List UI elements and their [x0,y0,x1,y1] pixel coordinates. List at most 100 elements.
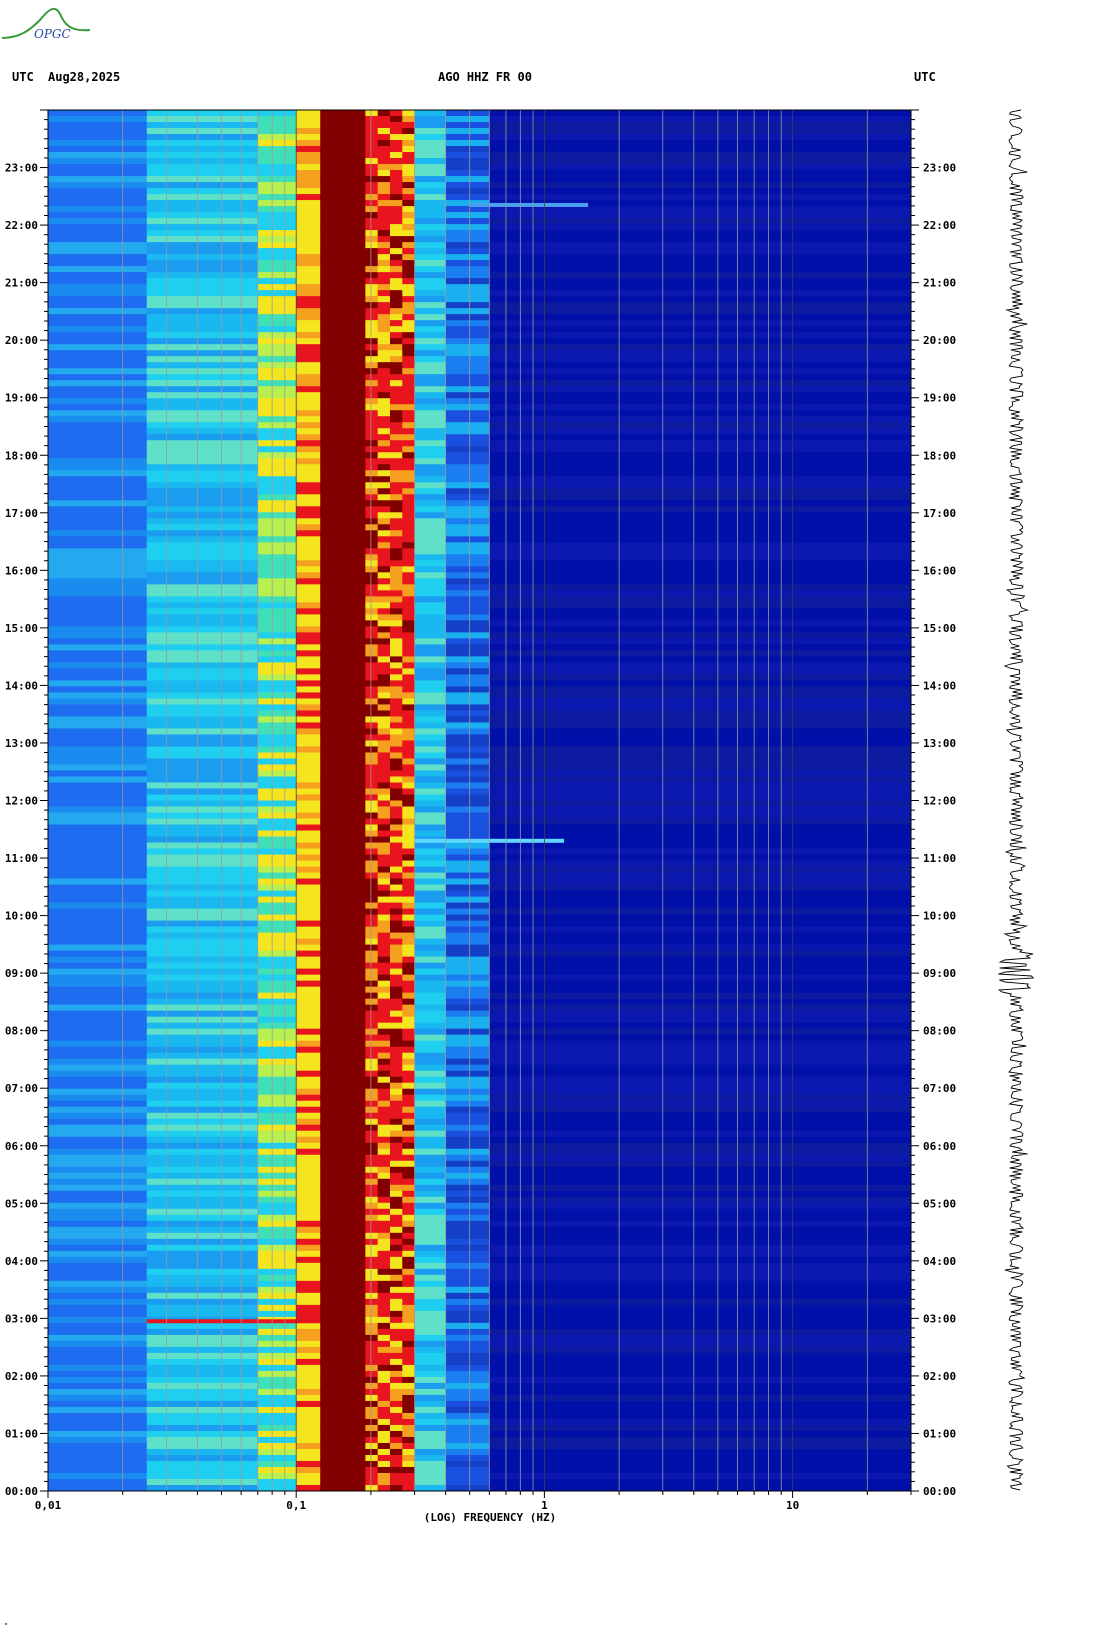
heatmap-cell [320,1364,366,1372]
heatmap-cell [48,530,148,537]
heatmap-cell [414,158,447,165]
heatmap-cell [445,434,490,441]
heatmap-cell [146,164,259,171]
heatmap-cell [296,380,321,387]
heatmap-cell [489,1064,911,1072]
heatmap-cell [489,1340,911,1348]
heatmap-cell [257,1244,297,1252]
heatmap-cell [365,1190,379,1198]
heatmap-cell [257,818,297,826]
heatmap-cell [257,1016,297,1024]
heatmap-cell [390,890,403,898]
heatmap-cell [414,986,447,994]
y-tick-label: 19:00 [923,392,956,405]
heatmap-cell [296,608,321,615]
heatmap-cell [257,1412,297,1420]
heatmap-cell [445,128,490,135]
heatmap-cell [365,284,379,291]
heatmap-cell [146,1016,259,1024]
heatmap-cell [377,356,391,363]
heatmap-cell [257,1160,297,1168]
heatmap-cell [365,344,379,351]
heatmap-cell [377,716,391,723]
heatmap-cell [402,842,416,850]
heatmap-cell [402,260,416,267]
heatmap-cell [402,686,416,693]
heatmap-cell [390,1328,403,1336]
heatmap-cell [320,740,366,747]
heatmap-cell [320,1088,366,1096]
heatmap-cell [445,692,490,699]
heatmap-cell [377,308,391,315]
heatmap-cell [402,1052,416,1060]
heatmap-cell [365,866,379,874]
heatmap-cell [146,1436,259,1444]
heatmap-cell [257,224,297,231]
heatmap-cell [320,1478,366,1486]
heatmap-cell [414,500,447,507]
heatmap-cell [489,1208,911,1216]
heatmap-cell [320,386,366,393]
heatmap-cell [402,1316,416,1324]
heatmap-cell [257,968,297,976]
heatmap-cell [365,1268,379,1276]
heatmap-cell [445,1190,490,1198]
heatmap-cell [390,452,403,459]
heatmap-cell [377,770,391,777]
heatmap-cell [489,458,911,465]
heatmap-cell [445,1394,490,1402]
heatmap-cell [365,782,379,789]
heatmap-cell [48,1244,148,1252]
heatmap-cell [445,146,490,153]
heatmap-cell [402,1400,416,1408]
heatmap-cell [48,242,148,249]
heatmap-cell [377,158,391,165]
heatmap-cell [257,404,297,411]
heatmap-cell [414,908,447,916]
heatmap-cell [257,1256,297,1264]
heatmap-cell [377,1016,391,1024]
heatmap-cell [48,848,148,856]
heatmap-cell [445,1298,490,1306]
heatmap-cell [414,974,447,982]
heatmap-cell [146,872,259,880]
heatmap-cell [257,626,297,633]
heatmap-cell [296,146,321,153]
heatmap-cell [445,1406,490,1414]
heatmap-cell [414,380,447,387]
heatmap-cell [146,1376,259,1384]
heatmap-cell [296,134,321,141]
heatmap-cell [402,806,416,813]
heatmap-cell [48,434,148,441]
heatmap-cell [296,1358,321,1366]
heatmap-cell [48,782,148,789]
heatmap-cell [402,110,416,117]
heatmap-cell [146,158,259,165]
heatmap-cell [296,1442,321,1450]
heatmap-cell [445,1280,490,1288]
heatmap-cell [257,1202,297,1210]
heatmap-cell [296,254,321,261]
heatmap-cell [48,296,148,303]
heatmap-cell [365,152,379,159]
heatmap-cell [414,1064,447,1072]
heatmap-cell [296,854,321,862]
heatmap-cell [414,440,447,447]
heatmap-cell [320,1160,366,1168]
heatmap-cell [377,518,391,525]
heatmap-cell [489,1292,911,1300]
heatmap-cell [377,374,391,381]
heatmap-cell [146,620,259,627]
heatmap-cell [257,998,297,1006]
heatmap-cell [414,1472,447,1480]
heatmap-cell [257,608,297,615]
heatmap-cell [390,620,403,627]
heatmap-cell [320,146,366,153]
heatmap-cell [402,140,416,147]
heatmap-cell [257,1196,297,1204]
heatmap-cell [377,1472,391,1480]
heatmap-cell [48,302,148,309]
heatmap-cell [146,1196,259,1204]
heatmap-cell [48,518,148,525]
heatmap-cell [365,932,379,940]
